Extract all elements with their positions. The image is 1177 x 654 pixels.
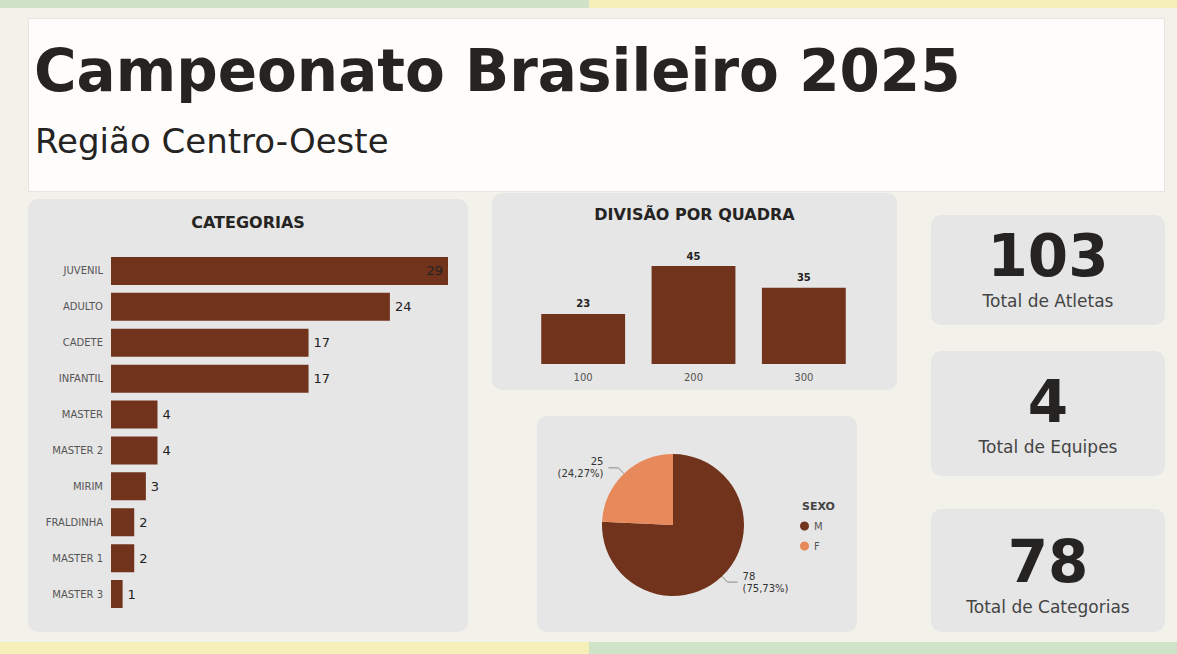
svg-text:4: 4	[162, 443, 170, 458]
svg-text:78: 78	[743, 571, 756, 582]
svg-text:M: M	[814, 521, 823, 532]
svg-text:MIRIM: MIRIM	[73, 481, 103, 492]
svg-text:2: 2	[139, 515, 147, 530]
html-text:Campeonato Brasileiro 2025: Campeonato Brasileiro 2025	[34, 37, 961, 105]
html-text:103: 103	[987, 222, 1109, 290]
svg-text:100: 100	[574, 372, 593, 383]
html-text:Região Centro-Oeste: Região Centro-Oeste	[35, 121, 389, 161]
svg-text:(75,73%): (75,73%)	[743, 583, 789, 594]
svg-text:45: 45	[687, 251, 701, 262]
html-text:4: 4	[1027, 368, 1069, 436]
svg-text:29: 29	[426, 263, 443, 278]
html-text:Total de Equipes: Total de Equipes	[978, 437, 1118, 457]
svg-text:MASTER 1: MASTER 1	[52, 553, 103, 564]
svg-text:INFANTIL: INFANTIL	[59, 373, 104, 384]
html-text:Total de Categorias: Total de Categorias	[966, 597, 1130, 617]
svg-text:2: 2	[139, 551, 147, 566]
svg-text:MASTER: MASTER	[62, 409, 103, 420]
svg-text:3: 3	[151, 479, 159, 494]
svg-text:MASTER 3: MASTER 3	[52, 589, 103, 600]
svg-text:17: 17	[314, 371, 331, 386]
svg-text:CADETE: CADETE	[63, 337, 103, 348]
svg-text:25: 25	[591, 456, 604, 467]
svg-text:CATEGORIAS: CATEGORIAS	[191, 213, 305, 232]
html-text:78: 78	[1007, 528, 1089, 596]
svg-text:4: 4	[162, 407, 170, 422]
svg-text:200: 200	[684, 372, 703, 383]
svg-text:(24,27%): (24,27%)	[557, 468, 603, 479]
svg-text:F: F	[814, 541, 820, 552]
svg-text:MASTER 2: MASTER 2	[52, 445, 103, 456]
svg-text:35: 35	[797, 272, 811, 283]
svg-text:23: 23	[576, 298, 590, 309]
html-text:Total de Atletas: Total de Atletas	[982, 291, 1114, 311]
svg-text:1: 1	[128, 587, 136, 602]
svg-text:DIVISÃO POR QUADRA: DIVISÃO POR QUADRA	[594, 205, 795, 224]
svg-text:ADULTO: ADULTO	[63, 301, 103, 312]
svg-text:FRALDINHA: FRALDINHA	[46, 517, 103, 528]
svg-text:300: 300	[794, 372, 813, 383]
svg-text:SEXO: SEXO	[802, 500, 835, 513]
svg-text:17: 17	[314, 335, 331, 350]
svg-text:24: 24	[395, 299, 412, 314]
svg-text:JUVENIL: JUVENIL	[63, 265, 104, 276]
